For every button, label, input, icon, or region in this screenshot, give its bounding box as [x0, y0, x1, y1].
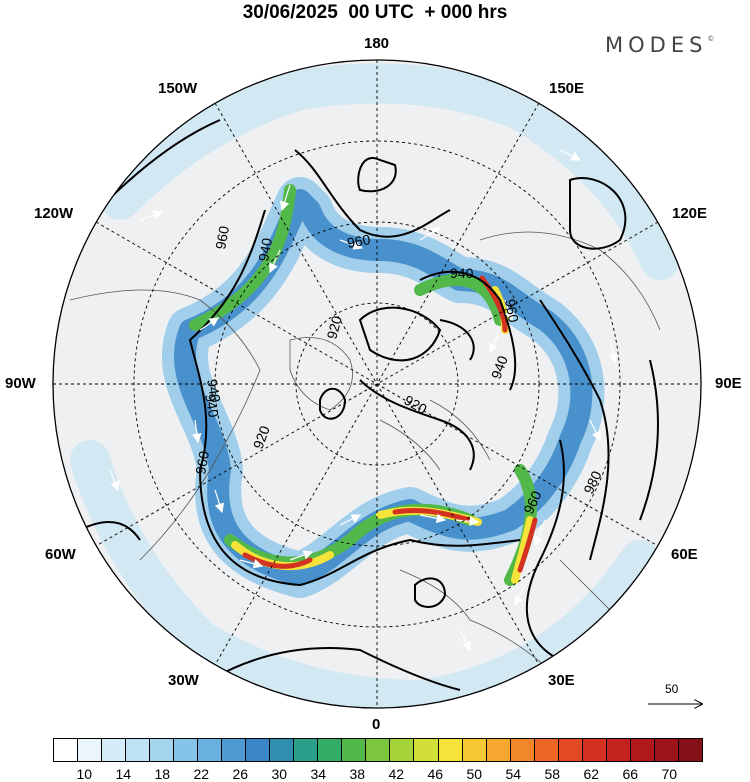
contour-label: 920: [323, 314, 345, 341]
longitude-label-60e: 60E: [671, 546, 698, 563]
colorbar-cell: [582, 739, 607, 761]
longitude-label-120w: 120W: [34, 205, 74, 222]
colorbar-tick-label: 66: [622, 766, 639, 782]
colorbar-cell: [558, 739, 583, 761]
colorbar-cell: [390, 739, 415, 761]
longitude-label-30e: 30E: [548, 672, 575, 689]
contour-label: 940: [255, 237, 275, 263]
colorbar-cell: [438, 739, 463, 761]
colorbar-tick-label: 10: [76, 766, 93, 782]
longitude-label-150e: 150E: [549, 80, 585, 97]
brand-text: MODES: [605, 33, 708, 57]
longitude-label-60w: 60W: [45, 546, 76, 563]
colorbar-tick-label: 30: [271, 766, 288, 782]
colorbar-cell: [102, 739, 127, 761]
longitude-label-150w: 150W: [158, 80, 198, 97]
contour-label: 940: [202, 393, 222, 419]
colorbar-cell: [534, 739, 559, 761]
colorbar-cell: [366, 739, 391, 761]
jet-core-red: [242, 275, 538, 573]
colorbar-cell: [294, 739, 319, 761]
colorbar-cell: [654, 739, 679, 761]
colorbar-tick-label: 62: [583, 766, 600, 782]
contour-label: 940: [450, 265, 474, 281]
contour-label: 940: [488, 353, 511, 381]
contour-label: 940: [204, 378, 224, 404]
colorbar-cell: [510, 739, 535, 761]
colorbar-cell: [150, 739, 175, 761]
colorbar-cell: [174, 739, 199, 761]
colorbar-cell: [222, 739, 247, 761]
contour-label-group: 960 940 960 940 960 920 940 920 940 920 …: [192, 225, 604, 517]
brand-logo: MODES©: [605, 33, 714, 57]
colorbar-tick-label: 26: [232, 766, 249, 782]
background-wind-field: [70, 63, 680, 708]
contour-label: 960: [502, 298, 522, 324]
contour-label: 960: [212, 225, 232, 251]
contour-label: 960: [192, 450, 212, 476]
longitude-label-90w: 90W: [5, 375, 36, 392]
colorbar-cell: [318, 739, 343, 761]
colorbar-tick-label: 58: [544, 766, 561, 782]
colorbar-ticks: 10 14 18 22 26 30 34 38 42 46 50 54 58 62 66 70: [53, 766, 703, 782]
contour-label: 920: [250, 423, 273, 451]
colorbar-tick-label: 70: [661, 766, 678, 782]
colorbar-tick-label: 50: [466, 766, 483, 782]
longitude-label-120e: 120E: [672, 205, 708, 222]
colorbar-tick-label: 18: [154, 766, 171, 782]
contour-label: 960: [346, 231, 372, 251]
colorbar-cell: [486, 739, 511, 761]
colorbar-tick-label: 42: [388, 766, 405, 782]
longitude-label-90e: 90E: [715, 375, 742, 392]
colorbar-cell: [78, 739, 103, 761]
colorbar-cell: [54, 739, 79, 761]
colorbar-cell: [126, 739, 151, 761]
wind-vectors: [109, 149, 618, 652]
colorbar-tick-label: 34: [310, 766, 327, 782]
colorbar-cell: [414, 739, 439, 761]
colorbar-cell: [198, 739, 223, 761]
longitude-label-0: 0: [372, 716, 381, 733]
copyright-mark: ©: [707, 35, 715, 43]
colorbar-cell: [462, 739, 487, 761]
colorbar-tick-label: 14: [115, 766, 132, 782]
graticule: [53, 60, 701, 708]
colorbar-cell: [270, 739, 295, 761]
colorbar-cell: [630, 739, 655, 761]
colorbar-cell: [678, 739, 702, 761]
colorbar-tick-label: 54: [505, 766, 522, 782]
longitude-label-30w: 30W: [168, 672, 199, 689]
colorbar-tick-label: 38: [349, 766, 366, 782]
colorbar-cell: [606, 739, 631, 761]
map-boundary: [52, 59, 702, 709]
colorbar-cell: [342, 739, 367, 761]
colorbar-cell: [246, 739, 271, 761]
colorbar: [53, 738, 703, 762]
reference-vector-label: 50: [665, 682, 679, 696]
map-title: 30/06/2025 00 UTC + 000 hrs: [242, 2, 508, 23]
longitude-label-180: 180: [364, 35, 390, 52]
coastlines: [69, 231, 661, 681]
colorbar-tick-label: 46: [427, 766, 444, 782]
colorbar-tick-label: 22: [193, 766, 210, 782]
